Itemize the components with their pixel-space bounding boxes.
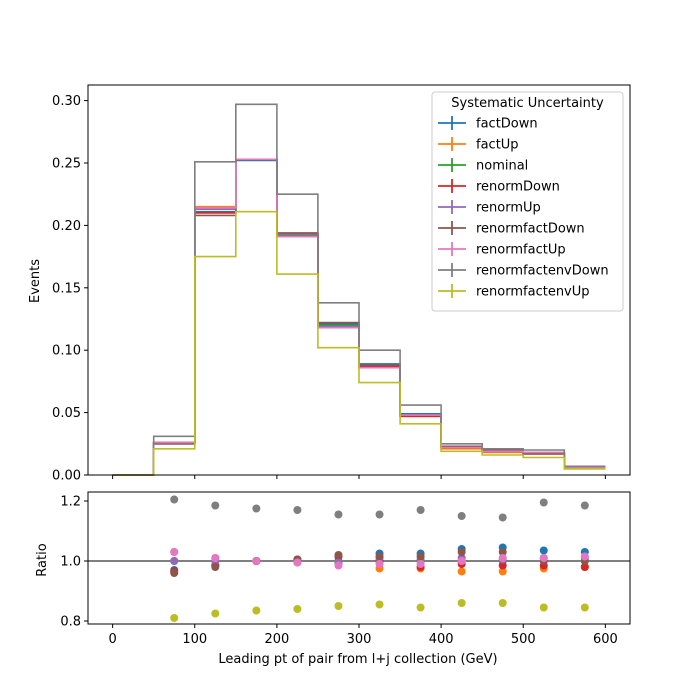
bottom-y-tick-label: 0.8	[60, 615, 81, 630]
top-y-tick-label: 0.05	[52, 406, 81, 421]
bottom-y-tick-label: 1.2	[60, 495, 81, 510]
legend-box	[431, 91, 624, 312]
legend-entry-renormfactenvUp: renormfactenvUp	[476, 285, 590, 300]
ratio-point-renormfactenvDown	[498, 513, 507, 522]
ratio-point-renormfactenvUp	[293, 605, 302, 613]
legend-entry-nominal: nominal	[476, 159, 528, 174]
ratio-point-renormfactenvUp	[457, 599, 466, 607]
ratio-panel: 0.8 1.0 1.2 0 100 200 300 400 500 600	[60, 491, 631, 647]
top-y-axis-label: Events	[28, 259, 43, 303]
ratio-point-renormfactenvDown	[375, 510, 384, 519]
top-y-tick-label: 0.20	[52, 219, 81, 234]
ratio-point-renormfactenvUp	[498, 599, 507, 607]
x-tick-label: 300	[347, 632, 372, 647]
ratio-point-renormfactDown	[211, 563, 220, 571]
ratio-point-renormfactenvUp	[334, 602, 343, 610]
bottom-y-tick-label: 1.0	[60, 555, 81, 570]
legend-entry-renormUp: renormUp	[476, 201, 541, 216]
ratio-point-renormDown	[498, 561, 507, 570]
x-tick-label: 600	[593, 632, 618, 647]
hist-step-renormfactenvDown	[112, 103, 606, 476]
ratio-point-renormfactenvDown	[252, 504, 261, 513]
ratio-point-renormfactenvDown	[416, 506, 425, 514]
ratio-point-renormfactUp	[498, 554, 507, 562]
ratio-point-renormfactUp	[375, 560, 384, 568]
legend-entry-renormfactenvDown: renormfactenvDown	[476, 264, 609, 279]
ratio-point-renormfactenvUp	[580, 603, 589, 612]
legend-entry-renormfactUp: renormfactUp	[476, 243, 566, 258]
ratio-point-renormfactenvDown	[580, 501, 589, 510]
hist-step-renormfactenvUp	[112, 210, 606, 476]
x-tick-label: 100	[182, 632, 207, 647]
ratio-point-renormfactUp	[252, 557, 261, 565]
bottom-y-axis-label: Ratio	[35, 543, 50, 576]
x-tick-label: 200	[264, 632, 289, 647]
ratio-point-renormfactenvDown	[293, 506, 302, 514]
ratio-point-renormfactenvDown	[539, 498, 548, 507]
ratio-point-renormfactUp	[416, 560, 425, 568]
legend-title: Systematic Uncertainty	[451, 96, 604, 111]
ratio-point-renormfactDown	[457, 548, 466, 556]
ratio-point-renormfactenvUp	[416, 603, 425, 612]
ratio-point-renormfactDown	[375, 552, 384, 561]
main-histogram-panel: 0.00 0.05 0.10 0.15 0.20 0.25 0.30	[52, 84, 631, 484]
legend: Systematic Uncertainty factDown factUp nomi…	[431, 91, 624, 312]
ratio-point-renormfactUp	[539, 554, 548, 562]
ratio-point-renormfactenvDown	[211, 501, 220, 510]
legend-entry-renormfactDown: renormfactDown	[476, 222, 585, 237]
ratio-point-renormfactDown	[416, 552, 425, 561]
top-y-tick-label: 0.15	[52, 281, 81, 296]
ratio-point-renormfactDown	[498, 548, 507, 556]
ratio-point-renormfactUp	[580, 552, 589, 561]
ratio-point-renormfactenvUp	[539, 603, 548, 612]
ratio-point-renormfactenvDown	[170, 495, 179, 504]
ratio-point-renormfactenvUp	[211, 609, 220, 618]
ratio-point-renormfactenvUp	[252, 606, 261, 615]
ratio-point-renormfactUp	[293, 558, 302, 567]
top-y-tick-label: 0.25	[52, 157, 81, 172]
x-tick-label: 400	[429, 632, 454, 647]
ratio-point-factUp	[457, 567, 466, 576]
ratio-point-renormfactUp	[334, 561, 343, 570]
ratio-point-renormfactDown	[334, 551, 343, 559]
ratio-point-factDown	[539, 546, 548, 555]
ratio-point-renormfactenvUp	[170, 614, 179, 622]
legend-entry-factUp: factUp	[476, 138, 519, 153]
top-y-tick-label: 0.10	[52, 344, 81, 359]
ratio-point-renormfactenvUp	[375, 600, 384, 609]
ratio-point-renormfactUp	[457, 557, 466, 565]
ratio-point-renormDown	[580, 563, 589, 571]
ratio-point-renormfactUp	[170, 548, 179, 556]
x-tick-label: 500	[511, 632, 536, 647]
ratio-point-renormfactenvDown	[334, 510, 343, 519]
top-y-tick-label: 0.30	[52, 94, 81, 109]
legend-entry-renormDown: renormDown	[476, 180, 560, 195]
x-tick-label: 0	[108, 632, 116, 647]
ratio-point-renormUp	[170, 557, 179, 565]
x-axis-label: Leading pt of pair from l+j collection (…	[218, 652, 497, 667]
legend-entry-factDown: factDown	[476, 117, 538, 132]
ratio-point-renormfactenvDown	[457, 512, 466, 520]
ratio-point-renormfactUp	[211, 554, 220, 562]
ratio-point-factUp	[498, 567, 507, 576]
ratio-point-renormfactDown	[170, 569, 179, 577]
bottom-plot-frame	[87, 491, 631, 625]
top-y-tick-label: 0.00	[52, 469, 81, 484]
